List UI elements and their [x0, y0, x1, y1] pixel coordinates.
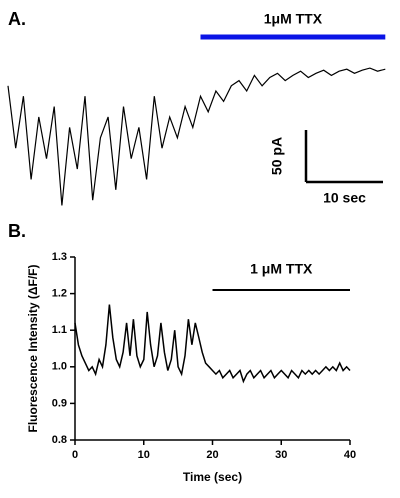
y-tick-label: 1.0 — [52, 361, 67, 373]
x-tick-label: 0 — [72, 449, 78, 461]
current-trace — [7, 67, 386, 206]
panel-label: A. — [8, 9, 26, 29]
ttx-label: 1 μM TTX — [250, 261, 313, 277]
x-tick-label: 30 — [275, 449, 287, 461]
x-tick-label: 40 — [344, 449, 356, 461]
x-tick-label: 20 — [206, 449, 218, 461]
y-tick-label: 0.8 — [52, 434, 67, 446]
y-tick-label: 1.1 — [52, 324, 67, 336]
scale-label-x: 10 sec — [323, 190, 366, 206]
x-tick-label: 10 — [138, 449, 150, 461]
ttx-label: 1μM TTX — [264, 11, 323, 27]
y-axis-label: Fluorescence Intensity (ΔF/F) — [26, 265, 40, 433]
y-tick-label: 1.2 — [52, 288, 67, 300]
panel-label: B. — [8, 221, 26, 241]
x-axis-label: Time (sec) — [183, 470, 242, 484]
scale-label-y: 50 pA — [269, 137, 285, 175]
fluorescence-line — [74, 304, 351, 384]
y-tick-label: 1.3 — [52, 251, 67, 263]
y-tick-label: 0.9 — [52, 397, 67, 409]
